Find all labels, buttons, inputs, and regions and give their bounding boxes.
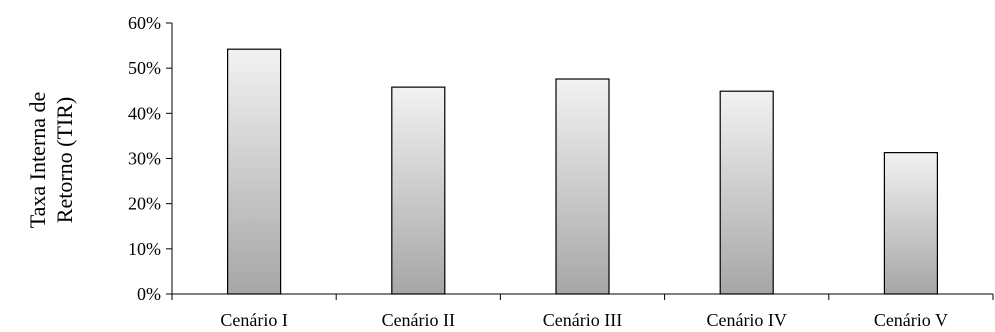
y-tick-label: 0% [137,284,161,304]
y-axis-title-line-2: Retorno (TIR) [52,97,77,223]
y-tick-label: 20% [128,194,161,214]
y-axis-title: Taxa Interna de Retorno (TIR) [25,92,77,229]
x-category-label: Cenário IV [706,310,786,330]
bar-3 [555,78,610,295]
bar-2 [391,86,446,295]
y-axis-title-line-1: Taxa Interna de [25,92,50,229]
x-category-label: Cenário V [874,310,948,330]
y-tick-label: 30% [128,149,161,169]
x-axis-ticks: Cenário I Cenário II Cenário III Cenário IV… [171,294,994,330]
y-tick-label: 40% [128,103,161,123]
y-tick-label: 50% [128,58,161,78]
bar-1 [227,48,282,295]
y-axis-ticks: 0% 10% 20% 30% 40% 50% 60% [128,13,172,304]
x-category-label: Cenário I [220,310,287,330]
x-category-label: Cenário II [382,310,455,330]
bar-4 [719,90,774,295]
y-tick-label: 60% [128,13,161,33]
x-category-label: Cenário III [543,310,622,330]
bar-5 [883,152,939,295]
bars [227,48,939,295]
y-tick-label: 10% [128,239,161,259]
